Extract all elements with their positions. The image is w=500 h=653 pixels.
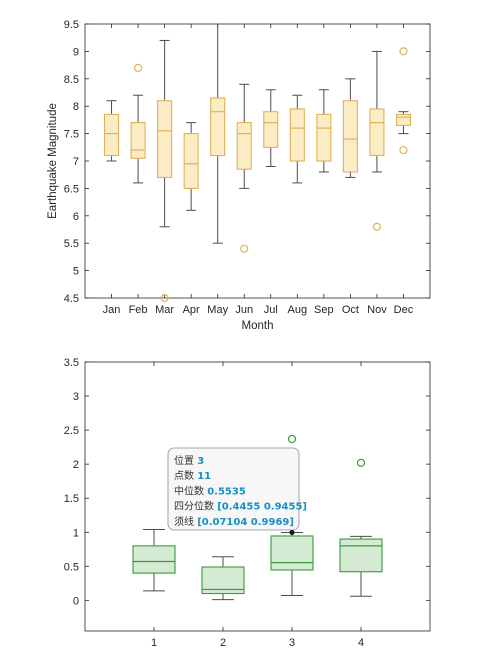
box-iqr	[342, 100, 358, 173]
x-tick-label: Nov	[367, 304, 387, 316]
box-iqr	[236, 122, 252, 170]
y-tick-label: 9	[73, 46, 79, 58]
box-iqr	[289, 108, 305, 162]
outlier-marker	[133, 63, 143, 72]
x-tick-label: Sep	[314, 304, 334, 316]
x-tick-label: Feb	[129, 304, 148, 316]
data-tip-line: 点数 11	[174, 469, 211, 482]
data-tip-line: 四分位数 [0.4455 0.9455]	[174, 500, 307, 513]
x-tick-label: 1	[151, 637, 157, 649]
x-tick-label: 4	[358, 637, 364, 649]
data-tip-label: 四分位数	[174, 500, 214, 513]
data-tip-value: 3	[197, 456, 204, 467]
outlier-marker	[240, 244, 249, 253]
y-tick-label: 6	[73, 211, 79, 223]
y-tick-label: 7	[73, 156, 79, 168]
data-tip-value: [0.07104 0.9969]	[197, 517, 294, 528]
outlier-marker	[160, 293, 169, 303]
data-tip-line: 须线 [0.07104 0.9969]	[174, 515, 294, 528]
y-axis-title: Earthquake Magnitude	[47, 103, 59, 219]
outlier-marker	[399, 145, 408, 155]
x-tick-label: Dec	[394, 304, 414, 316]
data-tip-label: 须线	[174, 515, 194, 528]
data-tip-line: 中位数 0.5535	[174, 484, 246, 497]
y-tick-label: 1.5	[64, 493, 79, 505]
x-tick-label: Oct	[342, 304, 359, 316]
box-iqr	[210, 97, 226, 157]
box-iqr	[103, 113, 120, 157]
box-iqr	[183, 133, 199, 189]
x-tick-label: 2	[220, 637, 226, 649]
y-tick-label: 4.5	[64, 293, 79, 305]
y-tick-label: 5.5	[64, 238, 79, 250]
data-tip-box	[167, 447, 300, 531]
y-tick-label: 8.5	[64, 74, 79, 86]
x-tick-label: Apr	[183, 304, 200, 316]
y-tick-label: 1	[73, 527, 79, 539]
data-tip-line: 位置 3	[174, 454, 204, 467]
x-tick-label: Jul	[264, 304, 278, 316]
data-tip-label: 中位数	[174, 484, 204, 497]
y-tick-label: 7.5	[64, 129, 79, 141]
outlier-marker	[372, 222, 382, 231]
data-tip-label: 点数	[174, 469, 194, 482]
plot-frame	[84, 361, 431, 632]
y-tick-label: 2.5	[64, 425, 79, 437]
x-tick-label: Jan	[103, 304, 121, 316]
box-iqr	[339, 538, 383, 573]
y-tick-label: 0	[73, 595, 79, 607]
x-tick-label: May	[207, 304, 228, 316]
box-iqr	[132, 545, 176, 574]
y-tick-label: 6.5	[64, 183, 79, 195]
outlier-marker	[287, 434, 297, 444]
box-iqr	[270, 535, 314, 571]
box-iqr	[369, 108, 385, 157]
x-tick-label: Mar	[155, 304, 174, 316]
y-tick-label: 9.5	[64, 19, 79, 31]
x-tick-label: Jun	[235, 304, 253, 316]
data-tip-value: [0.4455 0.9455]	[217, 502, 307, 513]
y-tick-label: 8	[73, 101, 79, 113]
y-tick-label: 5	[73, 266, 79, 278]
y-tick-label: 3.5	[64, 357, 79, 369]
y-tick-label: 2	[73, 459, 79, 471]
data-tip-value: 0.5535	[207, 486, 246, 497]
box-iqr	[130, 122, 146, 159]
outlier-marker	[399, 47, 408, 56]
x-tick-label: 3	[289, 637, 295, 649]
data-tip-value: 11	[197, 471, 211, 482]
x-tick-label: Aug	[288, 304, 308, 316]
outlier-marker	[356, 458, 366, 467]
data-tip-anchor-dot	[289, 529, 295, 536]
box-iqr	[157, 100, 173, 178]
box-iqr	[263, 111, 279, 148]
earthquake-boxplot: 4.5 5 5.5 6 6.5 7 7.5 8 8.5 9 9.5 Jan Feb Mar Apr May Ju…	[47, 19, 431, 332]
x-axis-title: Month	[242, 320, 274, 332]
y-tick-label: 0.5	[64, 561, 79, 573]
box-iqr	[316, 113, 332, 162]
box-iqr	[395, 113, 412, 126]
y-tick-label: 3	[73, 391, 79, 403]
data-tip-label: 位置	[174, 454, 194, 467]
